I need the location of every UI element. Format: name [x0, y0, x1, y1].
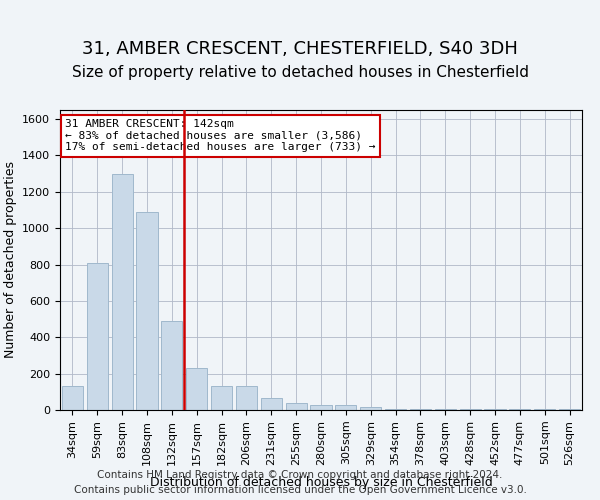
- Bar: [385, 409, 406, 410]
- Bar: [211, 386, 232, 410]
- Bar: [286, 402, 307, 410]
- Text: Contains public sector information licensed under the Open Government Licence v3: Contains public sector information licen…: [74, 485, 526, 495]
- Bar: [236, 386, 257, 410]
- Text: Contains HM Land Registry data © Crown copyright and database right 2024.: Contains HM Land Registry data © Crown c…: [97, 470, 503, 480]
- Bar: [87, 262, 108, 410]
- Bar: [136, 212, 158, 410]
- Bar: [261, 398, 282, 410]
- Bar: [484, 409, 506, 410]
- Text: 31, AMBER CRESCENT, CHESTERFIELD, S40 3DH: 31, AMBER CRESCENT, CHESTERFIELD, S40 3D…: [82, 40, 518, 58]
- X-axis label: Distribution of detached houses by size in Chesterfield: Distribution of detached houses by size …: [149, 476, 493, 489]
- Bar: [360, 408, 381, 410]
- Bar: [310, 406, 332, 410]
- Bar: [410, 409, 431, 410]
- Bar: [509, 409, 530, 410]
- Y-axis label: Number of detached properties: Number of detached properties: [4, 162, 17, 358]
- Bar: [435, 409, 456, 410]
- Bar: [534, 409, 555, 410]
- Bar: [186, 368, 207, 410]
- Text: 31 AMBER CRESCENT: 142sqm
← 83% of detached houses are smaller (3,586)
17% of se: 31 AMBER CRESCENT: 142sqm ← 83% of detac…: [65, 119, 376, 152]
- Bar: [161, 321, 182, 410]
- Text: Size of property relative to detached houses in Chesterfield: Size of property relative to detached ho…: [71, 65, 529, 80]
- Bar: [460, 409, 481, 410]
- Bar: [335, 406, 356, 410]
- Bar: [62, 386, 83, 410]
- Bar: [112, 174, 133, 410]
- Bar: [559, 409, 580, 410]
